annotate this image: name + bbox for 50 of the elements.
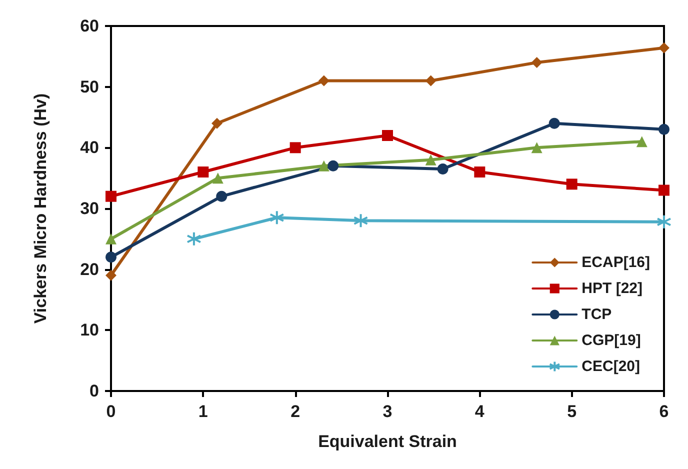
point <box>106 270 116 281</box>
point <box>531 57 542 68</box>
point <box>636 136 648 148</box>
y-tick-label: 20 <box>80 260 99 279</box>
point <box>531 142 542 154</box>
point <box>566 178 578 190</box>
point <box>548 118 560 129</box>
x-axis-title: Equivalent Strain <box>318 432 457 451</box>
point <box>425 75 436 86</box>
point <box>425 154 436 166</box>
point <box>106 252 116 263</box>
y-tick-label: 10 <box>80 320 99 340</box>
x-tick-label: 3 <box>382 402 392 421</box>
point <box>216 190 228 202</box>
legend-label: CEC[20] <box>582 358 640 375</box>
x-tick-label: 4 <box>474 402 485 421</box>
point <box>318 75 330 86</box>
point <box>658 42 670 54</box>
point <box>353 213 368 228</box>
legend-label: TCP <box>582 306 612 323</box>
point <box>211 118 222 129</box>
point <box>212 172 224 184</box>
point <box>186 231 202 246</box>
point <box>474 166 486 178</box>
legend-label: HPT [22] <box>582 280 642 297</box>
x-tick-label: 6 <box>659 402 669 421</box>
x-tick-label: 1 <box>198 402 208 421</box>
point <box>437 163 448 174</box>
y-tick-label: 0 <box>90 382 99 400</box>
point <box>656 214 672 230</box>
point <box>318 160 330 172</box>
point <box>658 124 670 135</box>
x-tick-label: 5 <box>567 402 577 421</box>
point <box>328 160 339 172</box>
x-tick-label: 2 <box>290 402 300 421</box>
y-tick-label: 60 <box>80 16 99 36</box>
y-tick-label: 30 <box>80 199 99 218</box>
point <box>382 130 393 141</box>
legend-label: CGP[19] <box>582 332 641 349</box>
point <box>269 210 284 226</box>
y-tick-label: 40 <box>80 138 99 158</box>
x-tick-label: 0 <box>106 402 116 421</box>
point <box>290 142 301 154</box>
point <box>658 184 670 196</box>
y-tick-label: 50 <box>80 77 99 96</box>
point <box>106 233 116 244</box>
point <box>106 190 116 202</box>
y-axis-title: Vickers Micro Hardness (Hv) <box>31 93 50 324</box>
legend-label: ECAP[16] <box>582 254 650 271</box>
point <box>198 166 209 178</box>
